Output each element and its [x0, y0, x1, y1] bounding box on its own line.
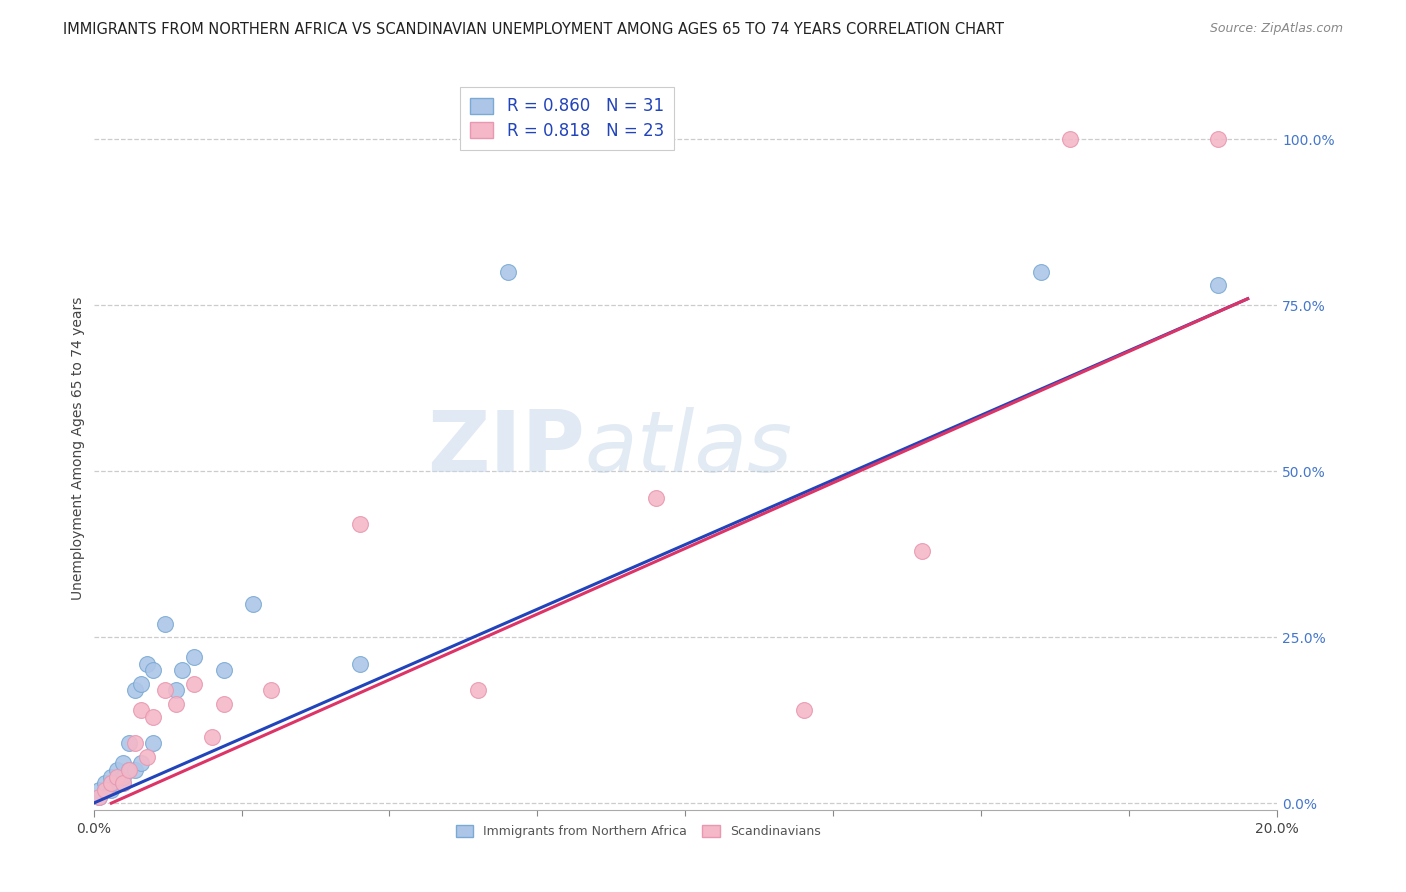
Point	[212, 697, 235, 711]
Point	[129, 676, 152, 690]
Point	[94, 776, 117, 790]
Point	[112, 756, 135, 771]
Text: ZIP: ZIP	[427, 407, 585, 490]
Point	[118, 736, 141, 750]
Y-axis label: Unemployment Among Ages 65 to 74 years: Unemployment Among Ages 65 to 74 years	[72, 296, 86, 599]
Point	[1206, 132, 1229, 146]
Point	[105, 776, 128, 790]
Point	[349, 657, 371, 671]
Point	[112, 770, 135, 784]
Point	[242, 597, 264, 611]
Point	[89, 783, 111, 797]
Point	[467, 683, 489, 698]
Point	[142, 710, 165, 724]
Text: IMMIGRANTS FROM NORTHERN AFRICA VS SCANDINAVIAN UNEMPLOYMENT AMONG AGES 65 TO 74: IMMIGRANTS FROM NORTHERN AFRICA VS SCAND…	[63, 22, 1004, 37]
Point	[1029, 265, 1052, 279]
Point	[89, 789, 111, 804]
Point	[911, 544, 934, 558]
Point	[172, 664, 194, 678]
Point	[105, 763, 128, 777]
Point	[135, 749, 157, 764]
Point	[165, 683, 187, 698]
Point	[183, 650, 205, 665]
Point	[212, 664, 235, 678]
Point	[118, 763, 141, 777]
Point	[94, 783, 117, 797]
Point	[142, 736, 165, 750]
Point	[100, 783, 122, 797]
Point	[94, 783, 117, 797]
Point	[496, 265, 519, 279]
Point	[118, 763, 141, 777]
Point	[349, 517, 371, 532]
Legend: Immigrants from Northern Africa, Scandinavians: Immigrants from Northern Africa, Scandin…	[451, 820, 825, 843]
Point	[644, 491, 666, 505]
Point	[100, 776, 122, 790]
Point	[124, 683, 146, 698]
Point	[129, 756, 152, 771]
Point	[153, 683, 176, 698]
Point	[124, 736, 146, 750]
Point	[100, 776, 122, 790]
Point	[153, 617, 176, 632]
Point	[105, 770, 128, 784]
Point	[112, 776, 135, 790]
Point	[142, 664, 165, 678]
Point	[1059, 132, 1081, 146]
Text: atlas: atlas	[585, 407, 793, 490]
Point	[165, 697, 187, 711]
Point	[135, 657, 157, 671]
Text: Source: ZipAtlas.com: Source: ZipAtlas.com	[1209, 22, 1343, 36]
Point	[183, 676, 205, 690]
Point	[124, 763, 146, 777]
Point	[1206, 278, 1229, 293]
Point	[129, 703, 152, 717]
Point	[89, 789, 111, 804]
Point	[201, 730, 224, 744]
Point	[100, 770, 122, 784]
Point	[112, 776, 135, 790]
Point	[260, 683, 283, 698]
Point	[793, 703, 815, 717]
